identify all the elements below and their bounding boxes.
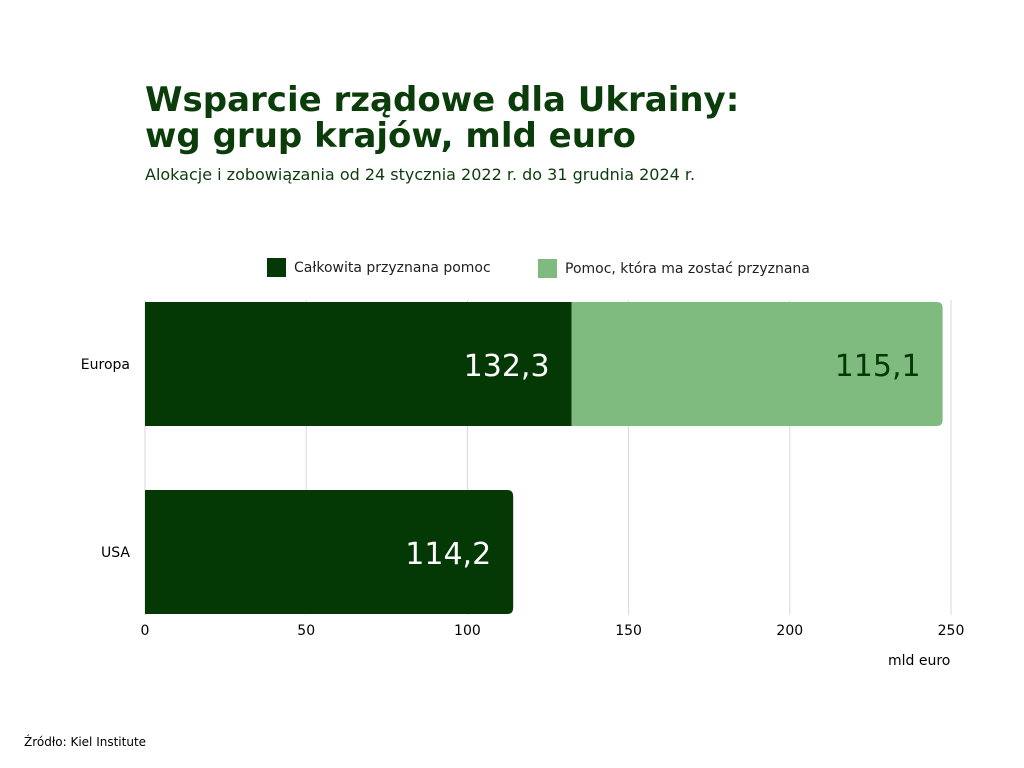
x-axis-unit-label: mld euro — [888, 653, 951, 669]
legend-label-total: Całkowita przyznana pomoc — [294, 259, 491, 276]
legend-item-total: Całkowita przyznana pomoc — [267, 258, 491, 277]
x-tick-label-3: 150 — [615, 623, 642, 639]
chart-subtitle: Alokacje i zobowiązania od 24 stycznia 2… — [145, 165, 696, 184]
bar-europa-series-0 — [145, 302, 572, 426]
x-tick-label-1: 50 — [297, 623, 315, 639]
legend-label-pending: Pomoc, która ma zostać przyznana — [565, 260, 810, 277]
x-tick-label-0: 0 — [141, 623, 150, 639]
data-label-europa-series-1: 115,1 — [835, 349, 921, 384]
legend-item-pending: Pomoc, która ma zostać przyznana — [538, 259, 810, 278]
legend-swatch-pending — [538, 259, 557, 278]
bar-usa-series-0 — [145, 490, 514, 614]
chart-title: Wsparcie rządowe dla Ukrainy: wg grup kr… — [145, 80, 740, 156]
category-label-europa: Europa — [81, 357, 130, 373]
data-label-europa-series-0: 132,3 — [464, 349, 550, 384]
source-note: Źródło: Kiel Institute — [24, 735, 147, 749]
legend-swatch-total — [267, 258, 286, 277]
data-label-usa-series-0: 114,2 — [405, 537, 491, 572]
bar-europa-series-1 — [571, 302, 943, 426]
category-label-usa: USA — [101, 545, 130, 561]
x-tick-label-2: 100 — [454, 623, 481, 639]
x-tick-label-4: 200 — [776, 623, 803, 639]
x-tick-label-5: 250 — [938, 623, 965, 639]
